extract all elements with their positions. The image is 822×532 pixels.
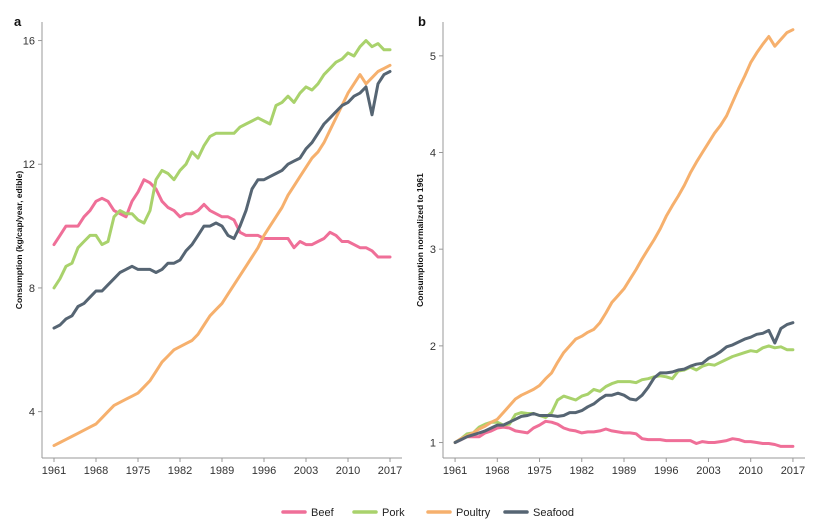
panel-a-x-tick-label: 2003	[294, 465, 318, 477]
panel-b-series-seafood-line	[453, 321, 795, 444]
panel-a-x-tick-label: 1968	[84, 465, 108, 477]
panel-b-y-tick-label: 5	[430, 51, 436, 63]
panel-b-x-tick-label: 1975	[527, 465, 551, 477]
panel-a-y-tick-label: 8	[29, 283, 35, 295]
legend: Beef Pork Poultry Seafood	[281, 507, 574, 519]
panel-b-x-tick-label: 2017	[781, 465, 805, 477]
panel-b-lines	[453, 28, 795, 448]
panel-a-series-seafood-line	[52, 70, 392, 330]
panel-b-x-tick-label: 2003	[696, 465, 720, 477]
panel-b-y-tick-label: 3	[430, 244, 436, 256]
panel-a-x-tick-label: 1975	[126, 465, 150, 477]
panel-b-x-tick-label: 1996	[654, 465, 678, 477]
panel-a-ticks: 1961 1968 1975 1982 1989 1996 2003 2010 2017 4 8 12…	[23, 36, 402, 477]
panel-a-x-tick-label: 2017	[378, 465, 402, 477]
panel-a-x-tick-label: 1961	[42, 465, 66, 477]
panel-b-series-poultry-line	[453, 28, 795, 444]
legend-label-seafood: Seafood	[533, 507, 574, 519]
panel-a-series-poultry-line	[52, 63, 392, 448]
panel-b-x-tick-label: 1982	[570, 465, 594, 477]
panel-b-x-tick-label: 1961	[443, 465, 467, 477]
panel-b-series-beef-line	[453, 419, 795, 448]
panel-b-x-tick-label: 1968	[485, 465, 509, 477]
panel-b-y-tick-label: 1	[430, 438, 436, 450]
panel-a-y-tick-label: 12	[23, 159, 35, 171]
panel-a-label: a	[14, 14, 22, 29]
panel-b: b Consumption normalized to 1961 1961 196…	[415, 14, 805, 477]
panel-a-lines	[52, 39, 392, 448]
panel-a-y-axis-label: Consumption (kg/cap/year, edible)	[14, 171, 24, 310]
panel-a-x-tick-label: 1996	[252, 465, 276, 477]
panel-b-label: b	[418, 14, 426, 29]
panel-b-x-tick-label: 1989	[612, 465, 636, 477]
panel-b-y-tick-label: 2	[430, 341, 436, 353]
panel-b-ticks: 1961 1968 1975 1982 1989 1996 2003 2010 2017 1 2 3 4…	[430, 51, 805, 477]
panel-b-x-tick-label: 2010	[738, 465, 762, 477]
panel-a-series-beef-line	[52, 178, 392, 259]
panel-a: a Consumption (kg/cap/year, edible) 1961…	[14, 14, 402, 477]
legend-label-beef: Beef	[311, 507, 335, 519]
panel-a-y-tick-label: 16	[23, 36, 35, 48]
panel-b-y-tick-label: 4	[430, 148, 436, 160]
panel-a-x-tick-label: 2010	[336, 465, 360, 477]
panel-a-x-tick-label: 1982	[168, 465, 192, 477]
panel-a-y-tick-label: 4	[29, 407, 35, 419]
panel-a-x-tick-label: 1989	[210, 465, 234, 477]
legend-label-pork: Pork	[382, 507, 405, 519]
legend-label-poultry: Poultry	[456, 507, 491, 519]
panel-b-y-axis-label: Consumption normalized to 1961	[415, 173, 425, 307]
panel-a-series-pork-line	[52, 39, 392, 290]
